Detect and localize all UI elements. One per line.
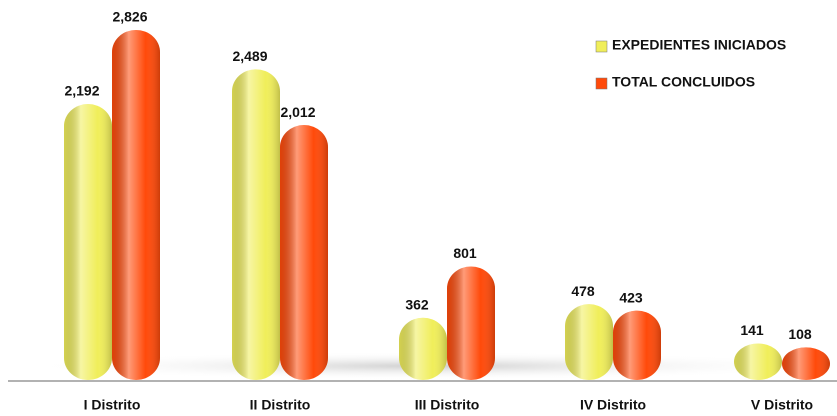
bar-shine: [399, 317, 447, 380]
bar-shine: [112, 30, 160, 380]
bar-shine: [232, 69, 280, 380]
bar-shine: [447, 266, 495, 380]
data-label: 2,192: [64, 83, 99, 99]
legend-label: EXPEDIENTES INICIADOS: [612, 37, 786, 53]
x-tick-label: I Distrito: [84, 397, 141, 413]
data-label: 141: [740, 322, 764, 338]
data-label: 2,012: [280, 104, 315, 120]
data-label: 801: [453, 245, 477, 261]
x-tick-label: III Distrito: [415, 397, 480, 413]
data-label: 2,826: [112, 9, 147, 25]
x-tick-label: V Distrito: [751, 397, 813, 413]
data-label: 362: [405, 296, 429, 312]
data-label: 478: [571, 283, 595, 299]
data-label: 2,489: [232, 48, 267, 64]
legend-swatch: [595, 77, 608, 90]
legend-swatch: [595, 40, 608, 53]
legend-label: TOTAL CONCLUIDOS: [612, 74, 755, 90]
bar-shine: [782, 347, 830, 380]
x-tick-label: II Distrito: [250, 397, 311, 413]
bar-shine: [280, 125, 328, 381]
bar-shine: [64, 104, 112, 381]
bar-shine: [613, 310, 661, 380]
data-label: 108: [788, 326, 812, 342]
x-tick-label: IV Distrito: [580, 397, 646, 413]
bar-shine: [734, 343, 782, 380]
bar-shine: [565, 304, 613, 380]
data-label: 423: [619, 289, 643, 305]
